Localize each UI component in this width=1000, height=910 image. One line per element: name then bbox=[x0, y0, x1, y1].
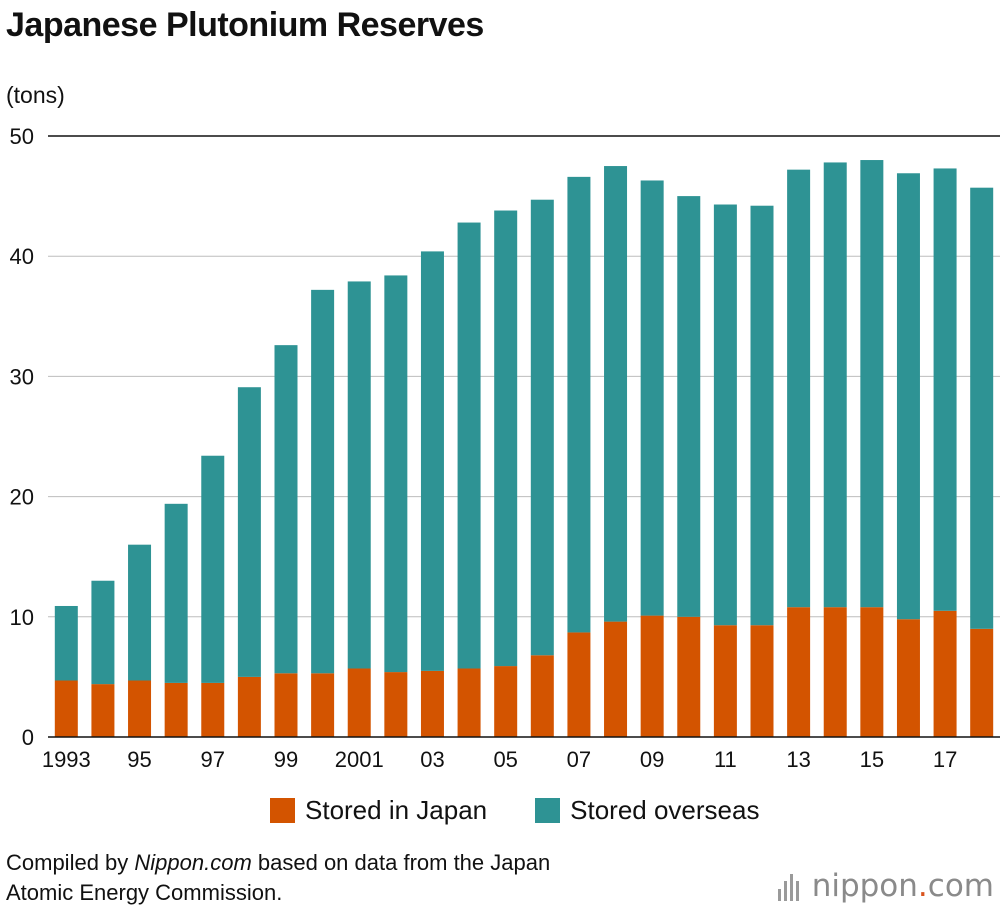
bar-overseas-2005 bbox=[494, 210, 518, 667]
bar-overseas-1994 bbox=[91, 580, 115, 685]
legend-item-japan: Stored in Japan bbox=[270, 795, 487, 826]
bar-overseas-2009 bbox=[640, 180, 664, 616]
bar-japan-2018 bbox=[970, 628, 994, 737]
source-note: Compiled by Nippon.com based on data fro… bbox=[6, 848, 550, 908]
bar-overseas-2011 bbox=[713, 204, 737, 626]
bar-overseas-2006 bbox=[530, 199, 554, 656]
bar-overseas-2002 bbox=[384, 275, 408, 673]
y-tick-label-20: 20 bbox=[10, 485, 34, 510]
bar-japan-2007 bbox=[567, 632, 591, 737]
bar-japan-2005 bbox=[494, 666, 518, 737]
bar-japan-1996 bbox=[164, 682, 188, 737]
bar-japan-1999 bbox=[274, 673, 298, 737]
logo-bars-icon bbox=[777, 871, 802, 901]
y-tick-label-0: 0 bbox=[22, 725, 34, 750]
chart-title: Japanese Plutonium Reserves bbox=[6, 6, 484, 44]
bar-japan-2004 bbox=[457, 668, 481, 737]
bar-overseas-2018 bbox=[970, 187, 994, 629]
bar-japan-2012 bbox=[750, 625, 774, 737]
y-tick-label-30: 30 bbox=[10, 364, 34, 389]
legend-item-overseas: Stored overseas bbox=[535, 795, 759, 826]
source-name: Nippon.com bbox=[134, 850, 252, 875]
legend: Stored in Japan Stored overseas bbox=[270, 795, 807, 826]
bar-japan-2015 bbox=[860, 607, 884, 737]
bar-overseas-1993 bbox=[54, 605, 78, 681]
source-prefix: Compiled by bbox=[6, 850, 135, 875]
bar-japan-1995 bbox=[128, 680, 152, 737]
x-tick-label-2011: 11 bbox=[714, 747, 737, 772]
y-tick-label-10: 10 bbox=[10, 605, 34, 630]
legend-label-japan: Stored in Japan bbox=[305, 795, 488, 825]
bar-japan-2009 bbox=[640, 615, 664, 737]
bar-japan-1993 bbox=[54, 680, 78, 737]
source-line2: Atomic Energy Commission. bbox=[6, 880, 283, 905]
x-tick-label-2001: 2001 bbox=[335, 747, 384, 772]
chart-plot: 0 10 20 30 40 50 1993 95 97 99 2001 03 05 07 09 11 13 15 1… bbox=[10, 124, 1000, 772]
bar-japan-2006 bbox=[530, 655, 554, 737]
bar-overseas-2014 bbox=[823, 162, 847, 608]
x-tick-label-2009: 09 bbox=[640, 747, 664, 772]
y-tick-label-50: 50 bbox=[10, 124, 34, 149]
bar-japan-2001 bbox=[347, 668, 371, 737]
x-tick-label-1997: 97 bbox=[201, 747, 225, 772]
logo-tld: com bbox=[927, 868, 994, 904]
bar-overseas-2004 bbox=[457, 222, 481, 669]
bar-japan-1998 bbox=[237, 676, 261, 737]
bar-japan-2008 bbox=[604, 621, 628, 737]
bar-japan-2017 bbox=[933, 610, 957, 737]
source-suffix: based on data from the Japan bbox=[251, 850, 551, 875]
bar-overseas-1998 bbox=[237, 387, 261, 677]
bar-overseas-2015 bbox=[860, 160, 884, 608]
bar-overseas-1995 bbox=[128, 544, 152, 681]
bar-overseas-1996 bbox=[164, 503, 188, 683]
bar-overseas-1999 bbox=[274, 345, 298, 674]
legend-label-overseas: Stored overseas bbox=[570, 795, 760, 825]
x-tick-label-2003: 03 bbox=[420, 747, 444, 772]
bar-japan-2000 bbox=[311, 673, 335, 737]
y-axis-unit-label: (tons) bbox=[6, 82, 65, 108]
x-tick-label-2005: 05 bbox=[493, 747, 517, 772]
x-tick-label-2017: 17 bbox=[933, 747, 957, 772]
bar-japan-2016 bbox=[896, 619, 920, 737]
bar-overseas-1997 bbox=[201, 455, 225, 683]
bar-japan-2013 bbox=[787, 607, 811, 737]
x-tick-label-2013: 13 bbox=[786, 747, 810, 772]
y-tick-label-40: 40 bbox=[10, 244, 34, 269]
bar-japan-2002 bbox=[384, 672, 408, 737]
bar-japan-2014 bbox=[823, 607, 847, 737]
bar-overseas-2001 bbox=[347, 281, 371, 669]
nippon-logo: nippon. com bbox=[777, 868, 994, 904]
bar-japan-1997 bbox=[201, 682, 225, 737]
bar-overseas-2000 bbox=[311, 289, 335, 674]
bar-japan-1994 bbox=[91, 684, 115, 737]
legend-swatch-japan bbox=[270, 798, 295, 823]
bar-overseas-2012 bbox=[750, 205, 774, 626]
bar-overseas-2017 bbox=[933, 168, 957, 611]
x-tick-label-2007: 07 bbox=[567, 747, 591, 772]
bar-overseas-2016 bbox=[896, 173, 920, 620]
bar-overseas-2008 bbox=[604, 166, 628, 622]
bar-japan-2003 bbox=[420, 670, 444, 737]
bar-japan-2011 bbox=[713, 625, 737, 737]
logo-dot: . bbox=[917, 868, 928, 904]
logo-main: nippon bbox=[811, 868, 918, 904]
legend-swatch-overseas bbox=[535, 798, 561, 823]
bar-overseas-2007 bbox=[567, 176, 591, 633]
bar-overseas-2003 bbox=[420, 251, 444, 671]
x-tick-label-1993: 1993 bbox=[42, 747, 91, 772]
x-tick-label-1995: 95 bbox=[127, 747, 151, 772]
bar-japan-2010 bbox=[677, 616, 701, 737]
bar-overseas-2013 bbox=[787, 169, 811, 608]
x-tick-label-2015: 15 bbox=[860, 747, 884, 772]
bar-overseas-2010 bbox=[677, 196, 701, 617]
x-tick-label-1999: 99 bbox=[274, 747, 298, 772]
